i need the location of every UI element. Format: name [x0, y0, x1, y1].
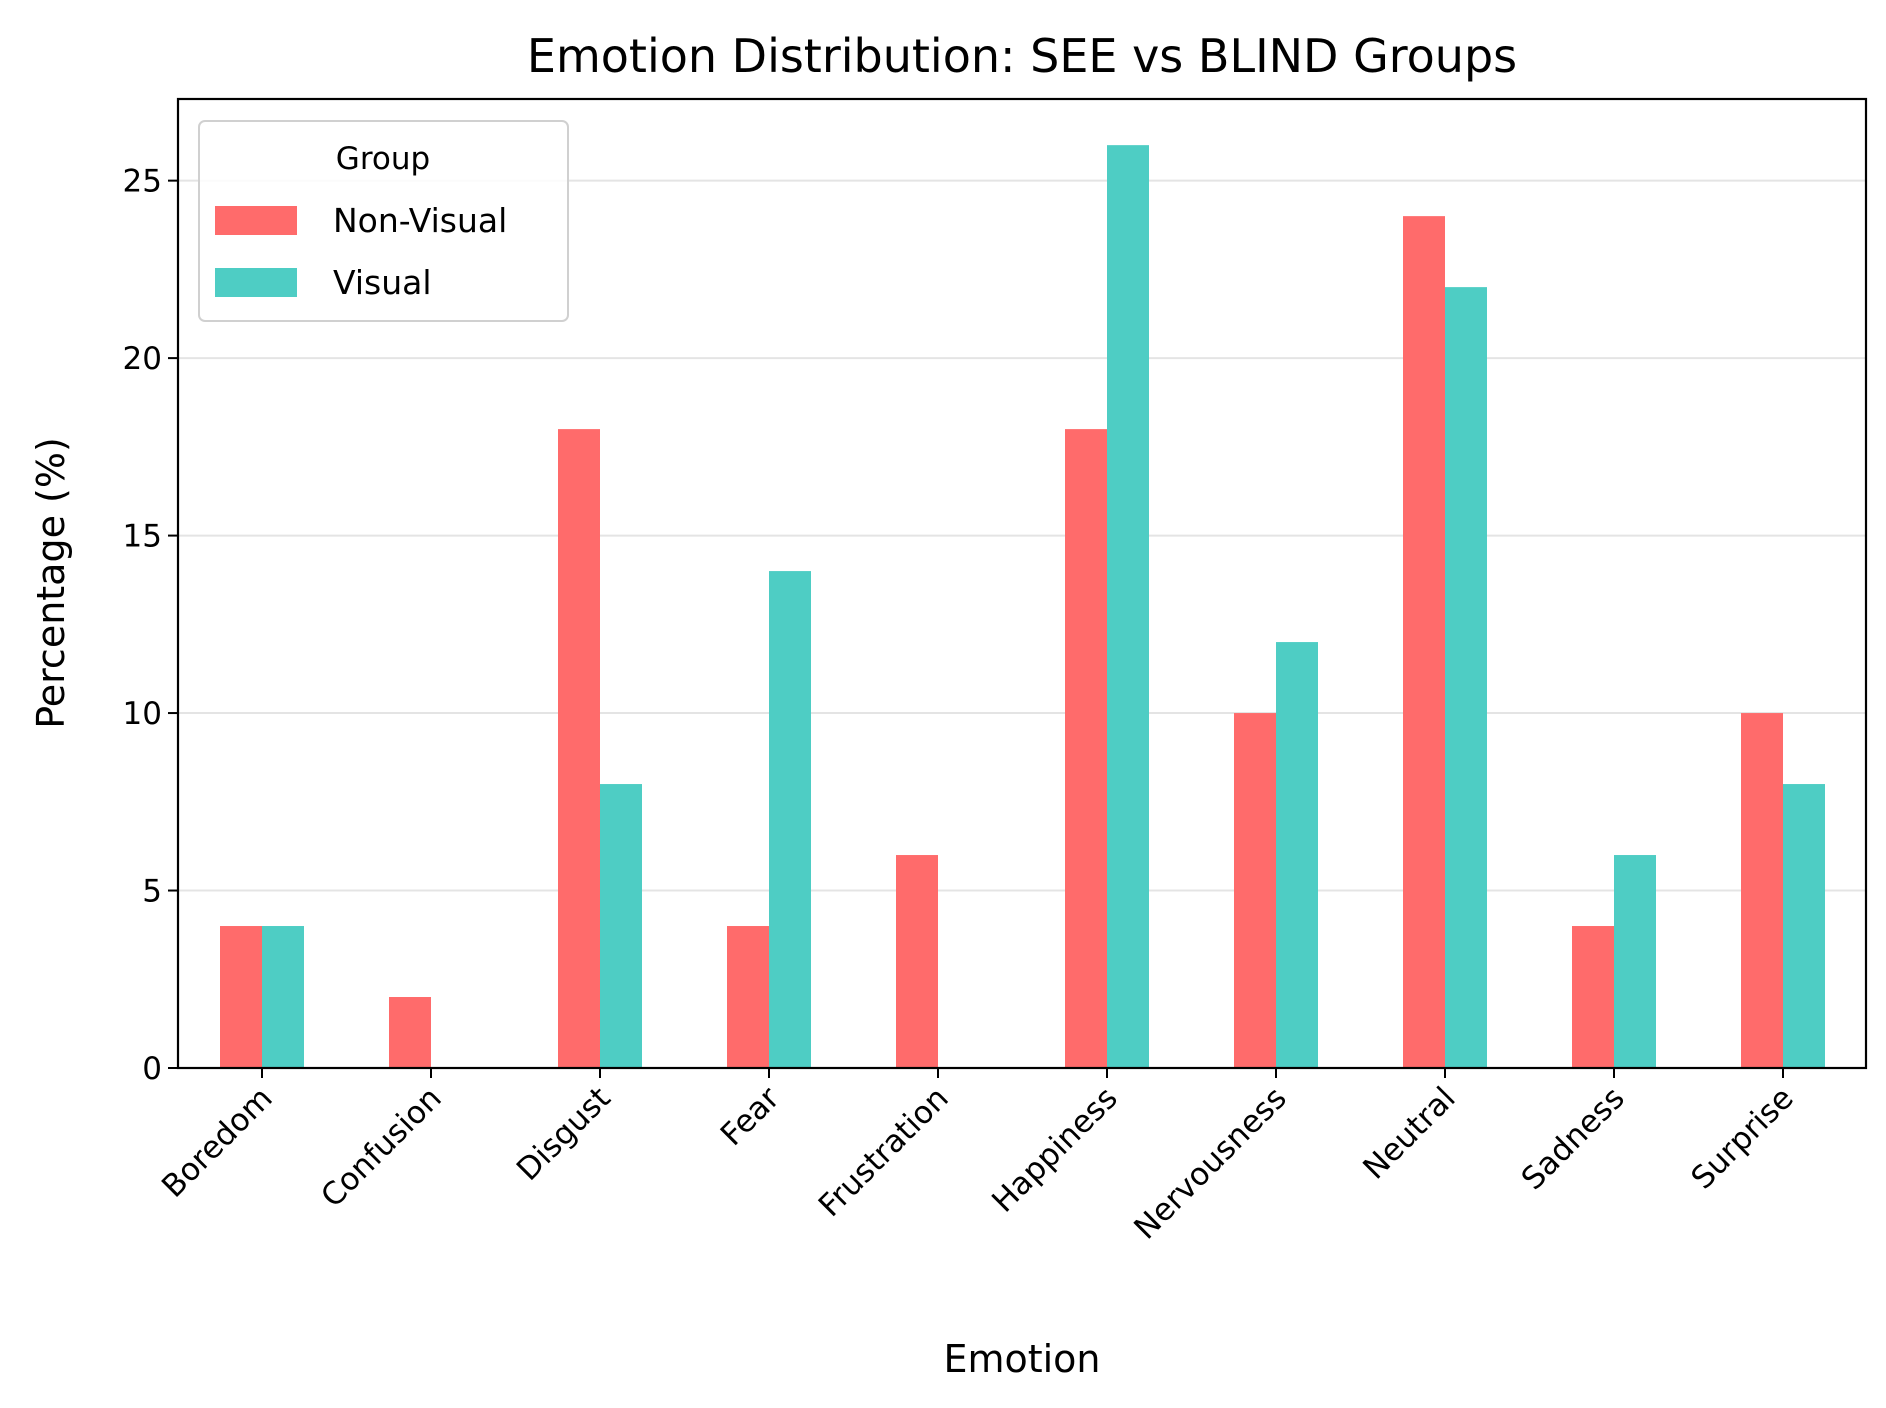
- bar-visual-boredom: [262, 926, 304, 1068]
- bar-non-visual-surprise: [1741, 713, 1783, 1068]
- y-tick-label: 15: [123, 519, 162, 555]
- bar-non-visual-boredom: [220, 926, 262, 1068]
- bar-non-visual-sadness: [1572, 926, 1614, 1068]
- bar-visual-neutral: [1445, 287, 1487, 1069]
- y-tick-label: 5: [142, 874, 162, 910]
- bar-non-visual-nervousness: [1234, 713, 1276, 1068]
- bar-visual-nervousness: [1276, 642, 1318, 1068]
- bar-non-visual-fear: [727, 926, 769, 1068]
- plot-frame: [176, 97, 1868, 1070]
- legend-label-non-visual: Non-Visual: [333, 201, 507, 240]
- y-axis-ticks: 0 5 10 15 20 25: [123, 164, 178, 1087]
- y-tick-label: 25: [123, 164, 162, 200]
- y-axis-label: Percentage (%): [29, 437, 73, 729]
- bars: [220, 145, 1825, 1069]
- bar-non-visual-happiness: [1065, 429, 1107, 1069]
- bar-visual-disgust: [600, 784, 642, 1068]
- bar-visual-fear: [769, 571, 811, 1068]
- y-tick-label: 0: [142, 1051, 162, 1087]
- legend: Group Non-Visual Visual: [198, 120, 569, 322]
- bar-visual-sadness: [1614, 855, 1656, 1068]
- bar-non-visual-disgust: [558, 429, 600, 1069]
- bar-visual-happiness: [1107, 145, 1149, 1069]
- legend-swatch-non-visual: [215, 206, 297, 235]
- y-tick-label: 20: [123, 341, 162, 377]
- legend-label-visual: Visual: [333, 263, 432, 302]
- grid-lines: [178, 179, 1866, 892]
- legend-swatch-visual: [215, 268, 297, 297]
- bar-non-visual-confusion: [389, 997, 431, 1068]
- bar-non-visual-frustration: [896, 855, 938, 1068]
- chart-title: Emotion Distribution: SEE vs BLIND Group…: [527, 29, 1517, 83]
- x-axis-label: Emotion: [943, 1337, 1100, 1381]
- bar-visual-surprise: [1783, 784, 1825, 1068]
- legend-title: Group: [336, 141, 430, 177]
- y-tick-label: 10: [123, 696, 162, 732]
- bar-non-visual-neutral: [1403, 216, 1445, 1069]
